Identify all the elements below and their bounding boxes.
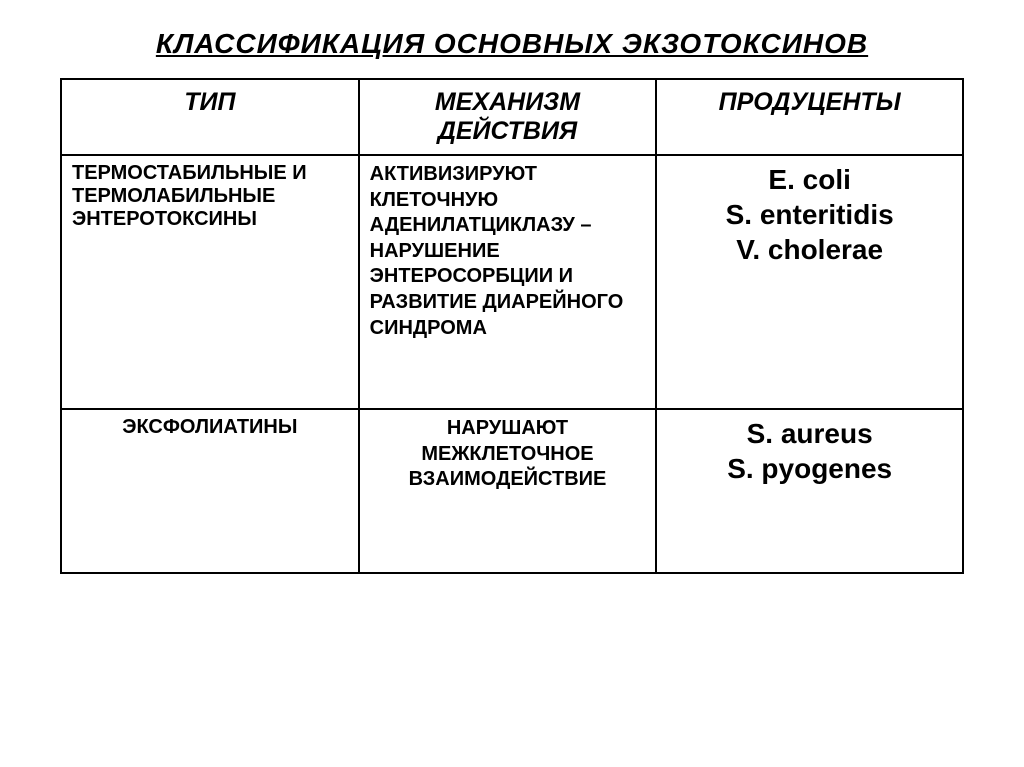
col-header-type: ТИП — [61, 79, 359, 155]
classification-table: ТИП МЕХАНИЗМ ДЕЙСТВИЯ ПРОДУЦЕНТЫ ТЕРМОСТ… — [60, 78, 964, 574]
cell-type: ЭКСФОЛИАТИНЫ — [61, 409, 359, 573]
cell-type: ТЕРМОСТАБИЛЬНЫЕ И ТЕРМОЛАБИЛЬНЫЕ ЭНТЕРОТ… — [61, 155, 359, 409]
page-title: КЛАССИФИКАЦИЯ ОСНОВНЫХ ЭКЗОТОКСИНОВ — [60, 28, 964, 60]
cell-producers: E. coliS. enteritidisV. cholerae — [656, 155, 963, 409]
table-header-row: ТИП МЕХАНИЗМ ДЕЙСТВИЯ ПРОДУЦЕНТЫ — [61, 79, 963, 155]
cell-mechanism: АКТИВИЗИРУЮТ КЛЕТОЧНУЮ АДЕНИЛАТЦИКЛАЗУ –… — [359, 155, 657, 409]
table-row: ТЕРМОСТАБИЛЬНЫЕ И ТЕРМОЛАБИЛЬНЫЕ ЭНТЕРОТ… — [61, 155, 963, 409]
table-row: ЭКСФОЛИАТИНЫ НАРУШАЮТ МЕЖКЛЕТОЧНОЕ ВЗАИМ… — [61, 409, 963, 573]
col-header-producers: ПРОДУЦЕНТЫ — [656, 79, 963, 155]
cell-producers: S. aureusS. pyogenes — [656, 409, 963, 573]
cell-mechanism: НАРУШАЮТ МЕЖКЛЕТОЧНОЕ ВЗАИМОДЕЙСТВИЕ — [359, 409, 657, 573]
col-header-mechanism: МЕХАНИЗМ ДЕЙСТВИЯ — [359, 79, 657, 155]
